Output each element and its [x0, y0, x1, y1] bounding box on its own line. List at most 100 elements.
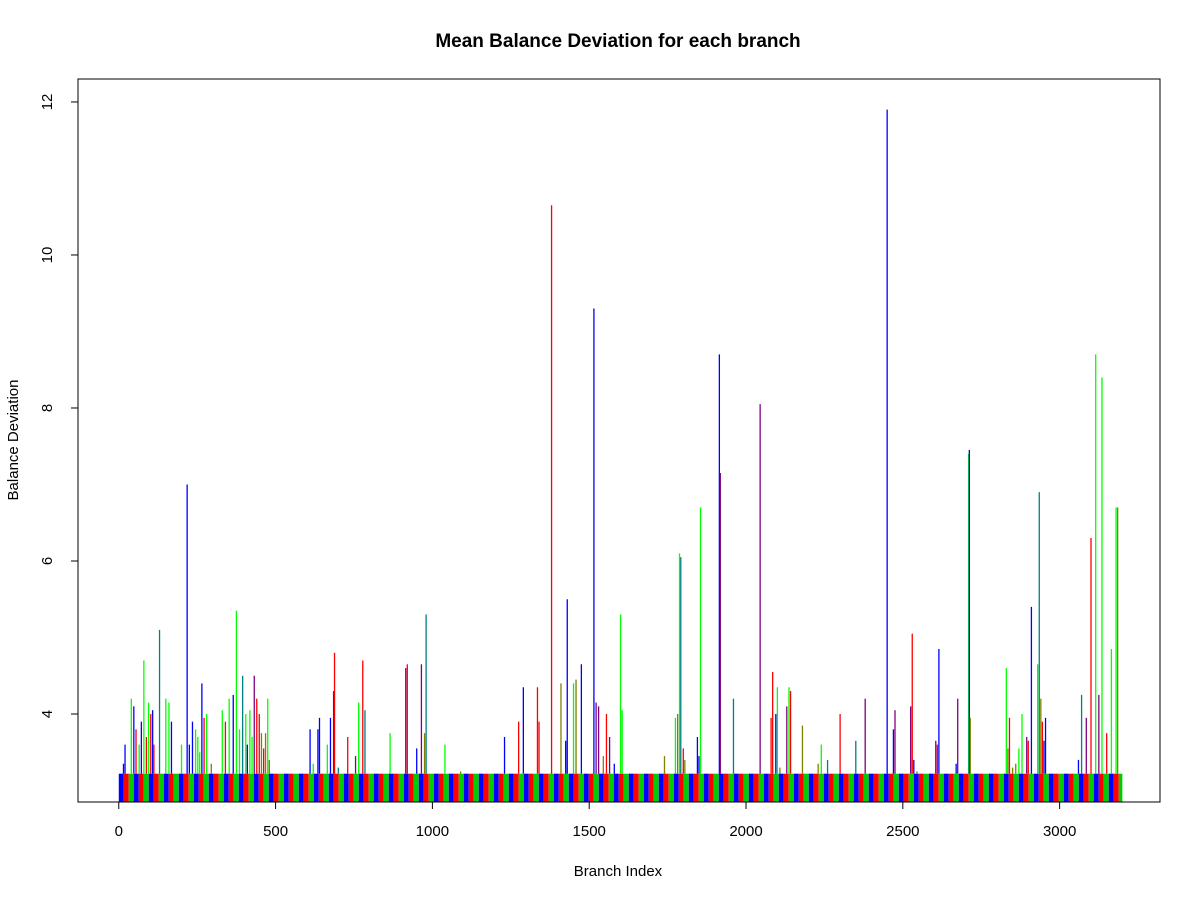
baseline-bar [1083, 773, 1089, 802]
baseline-bar [658, 773, 664, 802]
baseline-bar [208, 773, 214, 802]
baseline-bar [428, 773, 434, 802]
baseline-bar [373, 773, 379, 802]
baseline-bar [838, 773, 844, 802]
baseline-bar [883, 773, 889, 802]
baseline-bar [1073, 773, 1079, 802]
baseline-bar [758, 773, 764, 802]
baseline-bar [648, 773, 654, 802]
baseline-bar [798, 773, 804, 802]
baseline-bar [988, 773, 994, 802]
baseline-bar [263, 773, 269, 802]
baseline-bar [1108, 773, 1114, 802]
x-tick-label: 2500 [886, 823, 919, 840]
baseline-bar [993, 773, 999, 802]
baseline-bar [663, 773, 669, 802]
baseline-bar [818, 773, 824, 802]
baseline-bar [683, 773, 689, 802]
baseline-bar [768, 773, 774, 802]
baseline-bar [143, 773, 149, 802]
baseline-bar [948, 773, 954, 802]
baseline-bar [833, 773, 839, 802]
baseline-bar [1053, 773, 1059, 802]
baseline-bar [763, 773, 769, 802]
y-axis-label: Balance Deviation [5, 380, 22, 501]
baseline-bar [643, 773, 649, 802]
baseline-bar [338, 773, 344, 802]
baseline-bar [323, 773, 329, 802]
baseline-bar [463, 773, 469, 802]
baseline-bar [518, 773, 524, 802]
baseline-bar [448, 773, 454, 802]
baseline-bar [873, 773, 879, 802]
baseline-bar [573, 773, 579, 802]
baseline-bar [568, 773, 574, 802]
baseline-bar [503, 773, 509, 802]
baseline-bar [343, 773, 349, 802]
x-tick-label: 2000 [729, 823, 762, 840]
baseline-bar [138, 773, 144, 802]
baseline-bar [173, 773, 179, 802]
baseline-bar [823, 773, 829, 802]
baseline-bar [623, 773, 629, 802]
baseline-bar [578, 773, 584, 802]
baseline-bar [793, 773, 799, 802]
chart-title: Mean Balance Deviation for each branch [435, 31, 800, 52]
baseline-bar [458, 773, 464, 802]
baseline-bar [248, 773, 254, 802]
baseline-bar [308, 773, 314, 802]
baseline-bar [313, 773, 319, 802]
plot-frame [77, 78, 1161, 803]
baseline-bar [243, 773, 249, 802]
baseline-bar [228, 773, 234, 802]
baseline-bar [1048, 773, 1054, 802]
baseline-bar [998, 773, 1004, 802]
baseline-bar [1078, 773, 1084, 802]
baseline-bar [353, 773, 359, 802]
baseline-bar [908, 773, 914, 802]
baseline-bar [673, 773, 679, 802]
baseline-bar [633, 773, 639, 802]
baseline-bar [738, 773, 744, 802]
x-tick-label: 1500 [573, 823, 606, 840]
baseline-bar [913, 773, 919, 802]
y-tick-label: 4 [39, 710, 56, 718]
baseline-bar [1058, 773, 1064, 802]
baseline-bar [158, 773, 164, 802]
baseline-bar [403, 773, 409, 802]
baseline-bar [478, 773, 484, 802]
baseline-bar [1068, 773, 1074, 802]
x-tick-label: 500 [263, 823, 288, 840]
baseline-bar [433, 773, 439, 802]
baseline-bar [283, 773, 289, 802]
y-tick-label: 8 [39, 404, 56, 412]
baseline-bar [268, 773, 274, 802]
baseline-bar [828, 773, 834, 802]
baseline-bar [348, 773, 354, 802]
data-bars [122, 109, 1119, 774]
baseline-bar [288, 773, 294, 802]
baseline-bar [453, 773, 459, 802]
baseline-bar [188, 773, 194, 802]
baseline-bar [1118, 773, 1123, 802]
baseline-bar [733, 773, 739, 802]
baseline-bar [118, 773, 124, 802]
baseline-bar [163, 773, 169, 802]
baseline-bar [598, 773, 604, 802]
baseline-bar [778, 773, 784, 802]
baseline-bar [183, 773, 189, 802]
baseline-bar [128, 773, 134, 802]
baseline-bar [1103, 773, 1109, 802]
baseline-bar [488, 773, 494, 802]
baseline-bar [218, 773, 224, 802]
baseline-bar [613, 773, 619, 802]
baseline-bar [978, 773, 984, 802]
baseline-bar [628, 773, 634, 802]
baseline-bar [788, 773, 794, 802]
baseline-bar [393, 773, 399, 802]
baseline-bar [653, 773, 659, 802]
baseline-bar [278, 773, 284, 802]
baseline-bar [363, 773, 369, 802]
baseline-bar [1003, 773, 1009, 802]
baseline-bar [223, 773, 229, 802]
